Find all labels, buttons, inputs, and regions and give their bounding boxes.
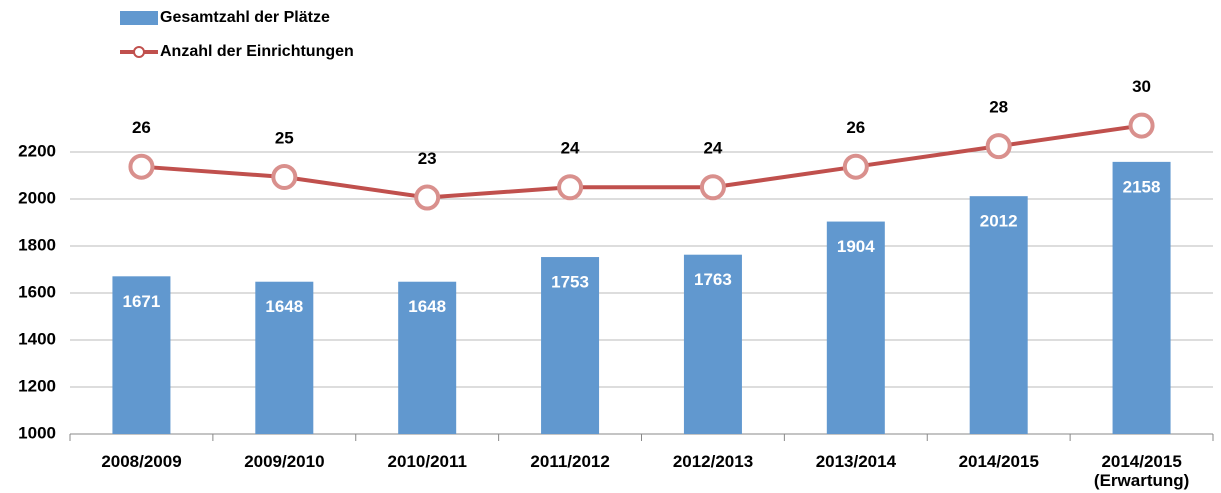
line-marker xyxy=(1128,112,1155,139)
bar xyxy=(541,257,600,434)
line-marker xyxy=(414,184,441,211)
bar xyxy=(112,276,171,434)
legend-label: Anzahl der Einrichtungen xyxy=(160,43,354,60)
line-label: 24 xyxy=(703,139,722,158)
line-marker xyxy=(557,174,584,201)
line-marker xyxy=(842,153,869,180)
bar-label: 1671 xyxy=(123,292,161,311)
line-label: 30 xyxy=(1132,77,1151,96)
line-marker xyxy=(985,133,1012,160)
y-tick-label: 1200 xyxy=(18,376,56,395)
line-label: 26 xyxy=(846,118,865,137)
line-label: 26 xyxy=(132,118,151,137)
y-tick-label: 1800 xyxy=(18,235,56,254)
line-label: 25 xyxy=(275,128,294,147)
legend-swatch xyxy=(120,11,158,25)
x-tick-label: 2014/2015 xyxy=(958,452,1039,471)
y-tick-label: 1000 xyxy=(18,423,56,442)
line-label: 23 xyxy=(418,149,437,168)
legend-label: Gesamtzahl der Plätze xyxy=(160,9,330,26)
x-tick-label: 2010/2011 xyxy=(387,452,467,471)
y-tick-label: 1400 xyxy=(18,329,56,348)
x-tick-label: 2009/2010 xyxy=(244,452,325,471)
bar xyxy=(1112,161,1171,434)
bar xyxy=(398,281,457,434)
x-tick-label: 2011/2012 xyxy=(530,452,610,471)
bar-label: 1648 xyxy=(408,297,446,316)
line-label: 28 xyxy=(989,98,1008,117)
bar xyxy=(969,196,1028,434)
line xyxy=(141,123,1142,200)
bar xyxy=(255,281,314,434)
y-tick-label: 1600 xyxy=(18,282,56,301)
y-tick-label: 2200 xyxy=(18,141,56,160)
legend-swatch xyxy=(133,46,145,58)
line-marker xyxy=(699,174,726,201)
line-label: 24 xyxy=(561,139,580,158)
bar xyxy=(826,221,885,434)
line-marker xyxy=(128,153,155,180)
x-tick-label: 2012/2013 xyxy=(672,452,754,471)
bar xyxy=(683,254,742,434)
line-marker xyxy=(271,163,298,190)
y-tick-label: 2000 xyxy=(18,188,56,207)
bar-label: 1763 xyxy=(694,270,732,289)
bar-label: 1648 xyxy=(265,297,303,316)
x-tick-label: 2008/2009 xyxy=(101,452,182,471)
x-tick-label: 2013/2014 xyxy=(815,452,897,471)
bar-label: 1904 xyxy=(837,237,875,256)
bar-label: 2012 xyxy=(980,212,1018,231)
bar-label: 2158 xyxy=(1123,177,1161,196)
bar-label: 1753 xyxy=(551,273,589,292)
x-tick-label: 2014/2015 (Erwartung) xyxy=(1093,452,1190,490)
